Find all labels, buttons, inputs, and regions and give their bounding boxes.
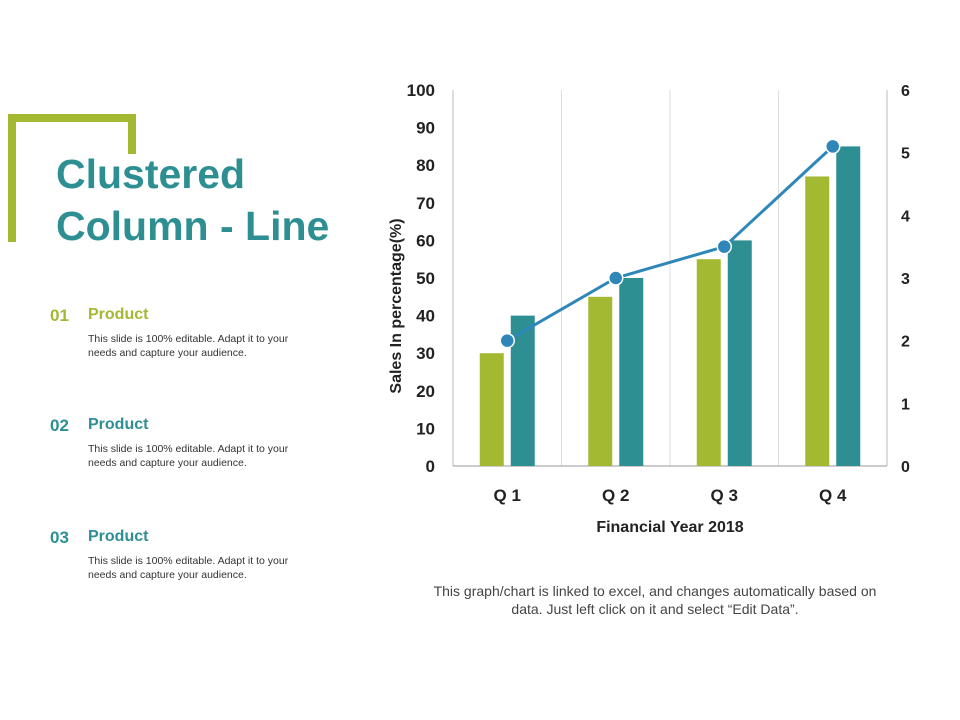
y2-tick-label: 6	[901, 83, 910, 100]
title-bracket-decoration	[8, 114, 136, 242]
line-point	[825, 138, 841, 155]
clustered-column-line-chart[interactable]: 0 10 20 30 40 50 60 70 80 90 100 0 1 2 3 4 5 6 Q 1 Q 2 Q 3 Q …	[370, 70, 930, 550]
y-tick-label: 20	[416, 382, 435, 401]
y-tick-label: 80	[416, 156, 435, 175]
y-tick-label: 90	[416, 119, 435, 138]
y2-tick-label: 5	[901, 146, 910, 163]
product-item-body: This slide is 100% editable. Adapt it to…	[88, 333, 289, 359]
product-item-number: 01	[50, 306, 69, 325]
line-point	[608, 270, 624, 286]
chart-footnote: This graph/chart is linked to excel, and…	[433, 583, 877, 617]
bar	[727, 240, 752, 466]
chart-svg[interactable]: 0 10 20 30 40 50 60 70 80 90 100 0 1 2 3 4 5 6 Q 1 Q 2 Q 3 Q …	[370, 70, 930, 550]
bar	[696, 259, 721, 466]
y2-tick-label: 4	[901, 208, 910, 225]
x-tick-label: Q 4	[819, 486, 847, 505]
title-line-1: Clustered	[56, 151, 246, 197]
y-tick-label: 70	[416, 194, 435, 213]
bar	[588, 296, 613, 466]
y2-tick-label: 0	[901, 459, 910, 476]
y-tick-label: 0	[426, 457, 435, 476]
line-point	[716, 238, 732, 255]
line-series	[506, 145, 834, 342]
product-item-number: 02	[50, 416, 69, 435]
y-tick-label: 50	[416, 269, 435, 288]
product-item-heading: Product	[88, 416, 149, 433]
y-axis-title: Sales In percentage(%)	[388, 218, 405, 393]
y-tick-label: 60	[416, 231, 435, 250]
product-item-number: 03	[50, 528, 69, 547]
title-bracket-tick	[128, 114, 136, 154]
y2-tick-label: 3	[901, 271, 910, 288]
y-tick-label: 10	[416, 419, 435, 438]
product-item-heading: Product	[88, 528, 149, 545]
product-item-body: This slide is 100% editable. Adapt it to…	[88, 443, 289, 469]
y-tick-label: 30	[416, 344, 435, 363]
slide-title: Clustered Column - Line	[56, 148, 329, 252]
bar	[836, 146, 861, 466]
x-tick-label: Q 1	[494, 486, 521, 505]
title-line-2: Column - Line	[56, 203, 330, 249]
bar	[805, 176, 830, 466]
x-tick-label: Q 2	[602, 486, 629, 505]
product-item-heading: Product	[88, 306, 149, 323]
y2-tick-label: 2	[901, 334, 910, 351]
x-axis-title: Financial Year 2018	[596, 519, 743, 536]
line-point	[499, 332, 515, 349]
bar	[619, 278, 644, 466]
y-tick-label: 100	[407, 81, 435, 100]
bar	[479, 353, 504, 466]
x-tick-label: Q 3	[711, 486, 738, 505]
y-tick-label: 40	[416, 307, 435, 326]
y2-tick-label: 1	[901, 396, 910, 413]
product-item-body: This slide is 100% editable. Adapt it to…	[88, 555, 289, 581]
